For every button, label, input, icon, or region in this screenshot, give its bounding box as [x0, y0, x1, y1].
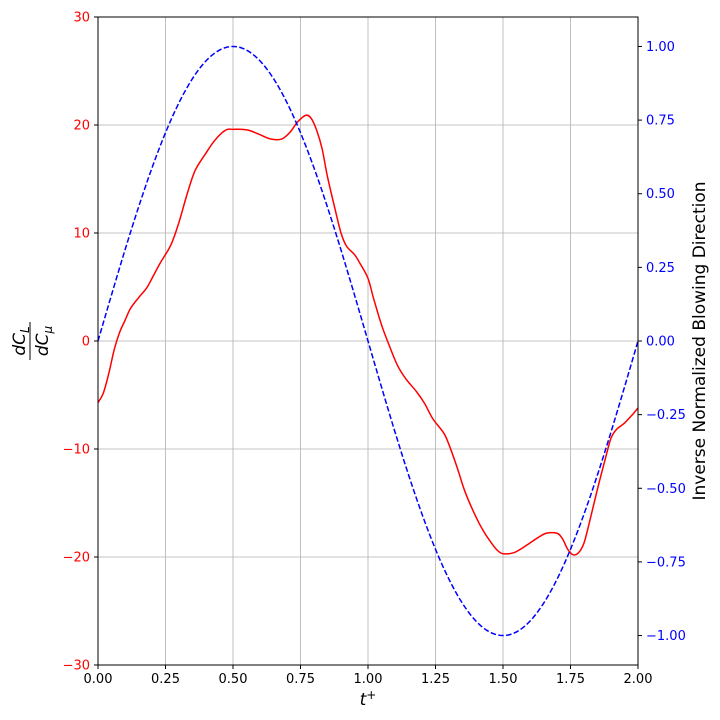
- right-tick-label: −0.50: [646, 482, 686, 497]
- left-tick-label: 20: [73, 119, 90, 134]
- left-axis-ticks: 30 20 10 0 −10 −20 −30: [63, 11, 98, 674]
- right-tick-label: 0.25: [646, 261, 675, 276]
- left-tick-label: 0: [82, 335, 90, 350]
- left-tick-label: −20: [63, 551, 90, 566]
- right-tick-label: −0.25: [646, 408, 686, 423]
- right-axis-ticks: 1.00 0.75 0.50 0.25 0.00 −0.25 −0.50 −0.75 −1.00: [638, 40, 686, 644]
- x-tick-label: 2.00: [624, 672, 653, 687]
- right-tick-label: −0.75: [646, 555, 686, 570]
- left-axis-title-denominator: dCμ: [33, 325, 55, 356]
- x-tick-label: 1.75: [556, 672, 585, 687]
- right-axis-title: Inverse Normalized Blowing Direction: [690, 181, 710, 500]
- x-tick-label: 1.25: [421, 672, 450, 687]
- right-tick-label: 0.75: [646, 114, 675, 129]
- right-tick-label: 1.00: [646, 40, 675, 55]
- left-tick-label: −10: [63, 443, 90, 458]
- x-axis-ticks: 0.00 0.25 0.50 0.75 1.00 1.25 1.50 1.75 2.00: [84, 665, 653, 687]
- x-tick-label: 0.25: [151, 672, 180, 687]
- left-series-line: [97, 114, 639, 556]
- x-tick-label: 0.00: [84, 672, 113, 687]
- right-tick-label: −1.00: [646, 629, 686, 644]
- left-tick-label: −30: [63, 659, 90, 674]
- left-axis-title-numerator: dCL: [10, 326, 32, 355]
- right-tick-label: 0.50: [646, 187, 675, 202]
- x-tick-label: 1.00: [354, 672, 383, 687]
- x-tick-label: 0.75: [286, 672, 315, 687]
- left-tick-label: 30: [73, 11, 90, 26]
- right-series-line: [97, 45, 639, 637]
- left-tick-label: 10: [73, 227, 90, 242]
- x-tick-label: 0.50: [219, 672, 248, 687]
- right-tick-label: 0.00: [646, 335, 675, 350]
- left-axis-title: dCL dCμ: [10, 322, 55, 360]
- x-axis-title: t+: [360, 688, 377, 710]
- x-tick-label: 1.50: [489, 672, 518, 687]
- series-layer: [97, 45, 639, 637]
